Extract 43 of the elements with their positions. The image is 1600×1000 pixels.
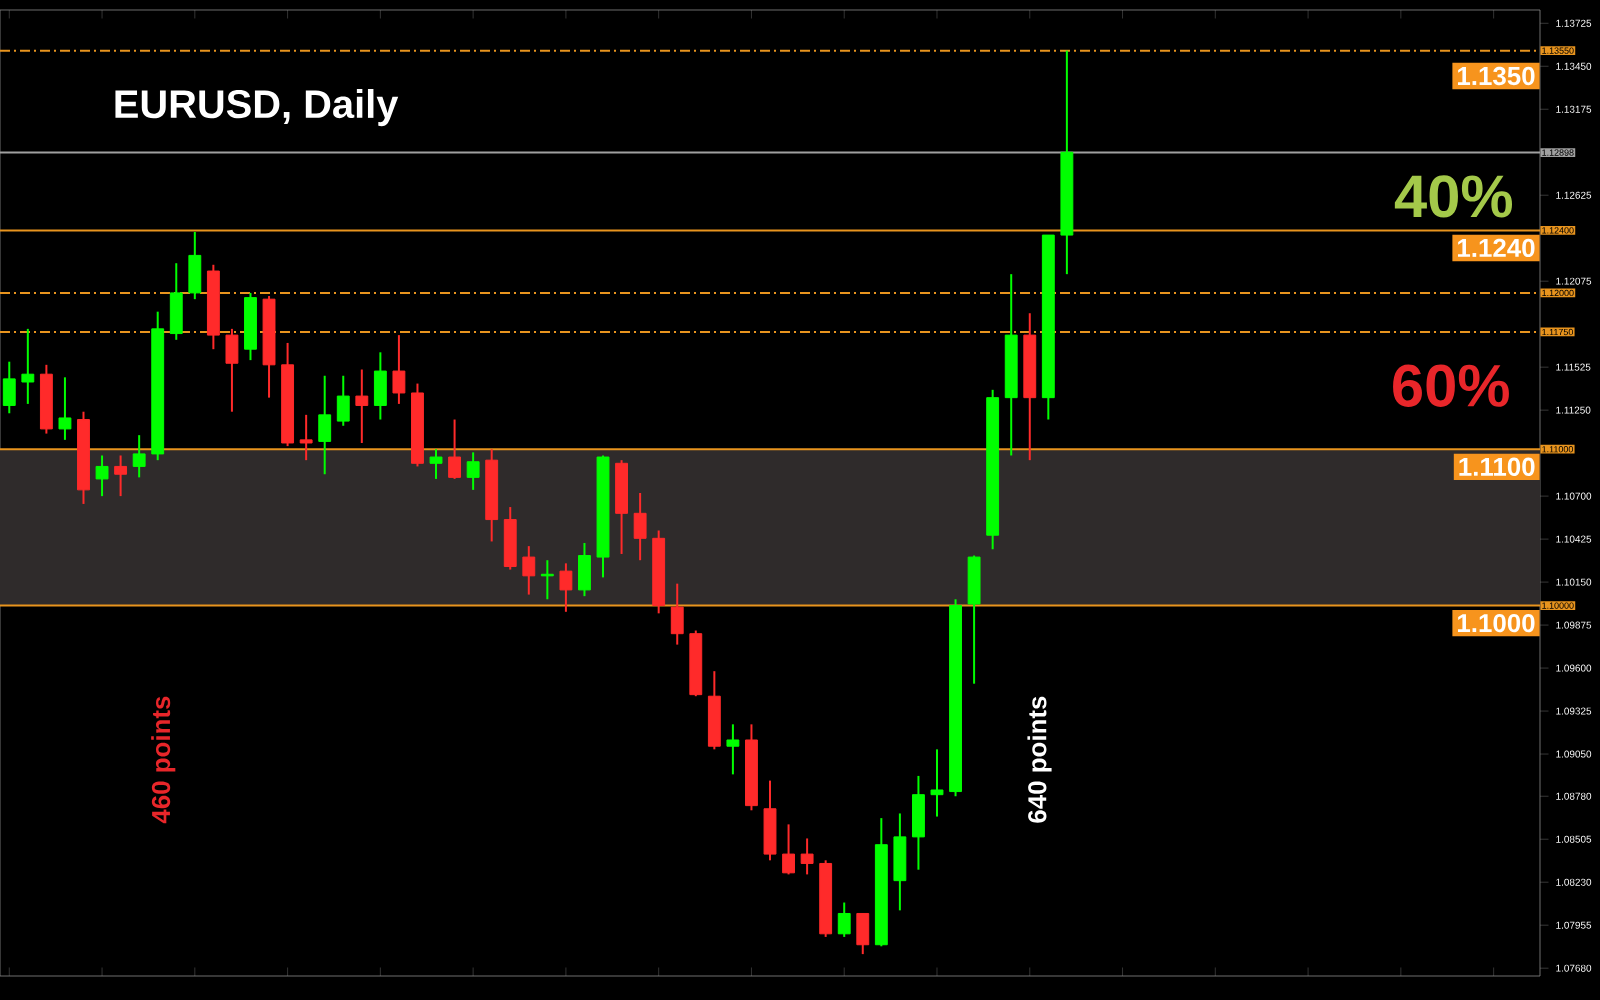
candlestick — [670, 582, 684, 646]
annotation: 1.1100 — [1459, 457, 1535, 476]
annotation: 60% — [1393, 364, 1509, 407]
candlestick — [21, 327, 35, 405]
candlestick — [132, 434, 146, 479]
text: EURUSD, Daily — [115, 88, 399, 127]
annotation: 1.1350 — [1458, 66, 1535, 86]
candlestick — [169, 262, 183, 341]
candlestick — [95, 454, 109, 498]
candlestick — [726, 723, 740, 776]
candlestick — [58, 376, 72, 441]
candlestick — [856, 912, 870, 956]
candlestick — [336, 374, 350, 427]
candlestick — [930, 748, 944, 818]
annotation: 1.1240 — [1458, 238, 1535, 258]
candlestick — [503, 506, 517, 571]
candlestick — [967, 554, 981, 685]
candlestick — [912, 774, 925, 871]
candlestick — [2, 360, 16, 415]
candlestick — [225, 327, 239, 413]
candlestick — [782, 823, 795, 876]
annotation: 40% — [1394, 175, 1513, 218]
candlestick — [355, 368, 369, 444]
candlestick — [448, 418, 462, 480]
candlestick — [633, 491, 647, 562]
candlestick — [114, 454, 128, 498]
candlestick — [578, 542, 591, 598]
candlestick — [373, 351, 387, 421]
candlestick — [466, 451, 480, 491]
candlestick — [392, 334, 406, 405]
candlestick — [763, 779, 777, 862]
candlestick — [893, 812, 907, 912]
candlestick — [318, 374, 332, 476]
candlestick — [429, 448, 443, 480]
annotation: 460 points — [151, 696, 176, 824]
annotation: 1.1000 — [1458, 613, 1535, 633]
annotation: 640 points — [1027, 696, 1052, 823]
candlestick — [559, 562, 573, 613]
candlestick — [188, 230, 202, 301]
candlestick — [299, 413, 313, 462]
candlestick — [522, 545, 536, 596]
candlestick — [837, 901, 851, 938]
candlestick — [800, 837, 814, 876]
